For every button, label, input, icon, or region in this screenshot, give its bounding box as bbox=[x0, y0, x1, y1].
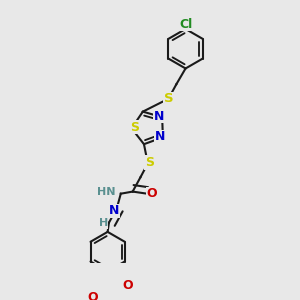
Text: O: O bbox=[147, 187, 157, 200]
Text: S: S bbox=[130, 121, 139, 134]
Text: Cl: Cl bbox=[179, 18, 192, 31]
Text: N: N bbox=[154, 130, 165, 143]
Text: S: S bbox=[164, 92, 173, 105]
Text: HN: HN bbox=[97, 188, 116, 197]
Text: O: O bbox=[87, 291, 98, 300]
Text: S: S bbox=[145, 156, 154, 169]
Text: O: O bbox=[122, 279, 133, 292]
Text: H: H bbox=[98, 218, 108, 228]
Text: N: N bbox=[154, 110, 164, 123]
Text: N: N bbox=[109, 204, 119, 217]
